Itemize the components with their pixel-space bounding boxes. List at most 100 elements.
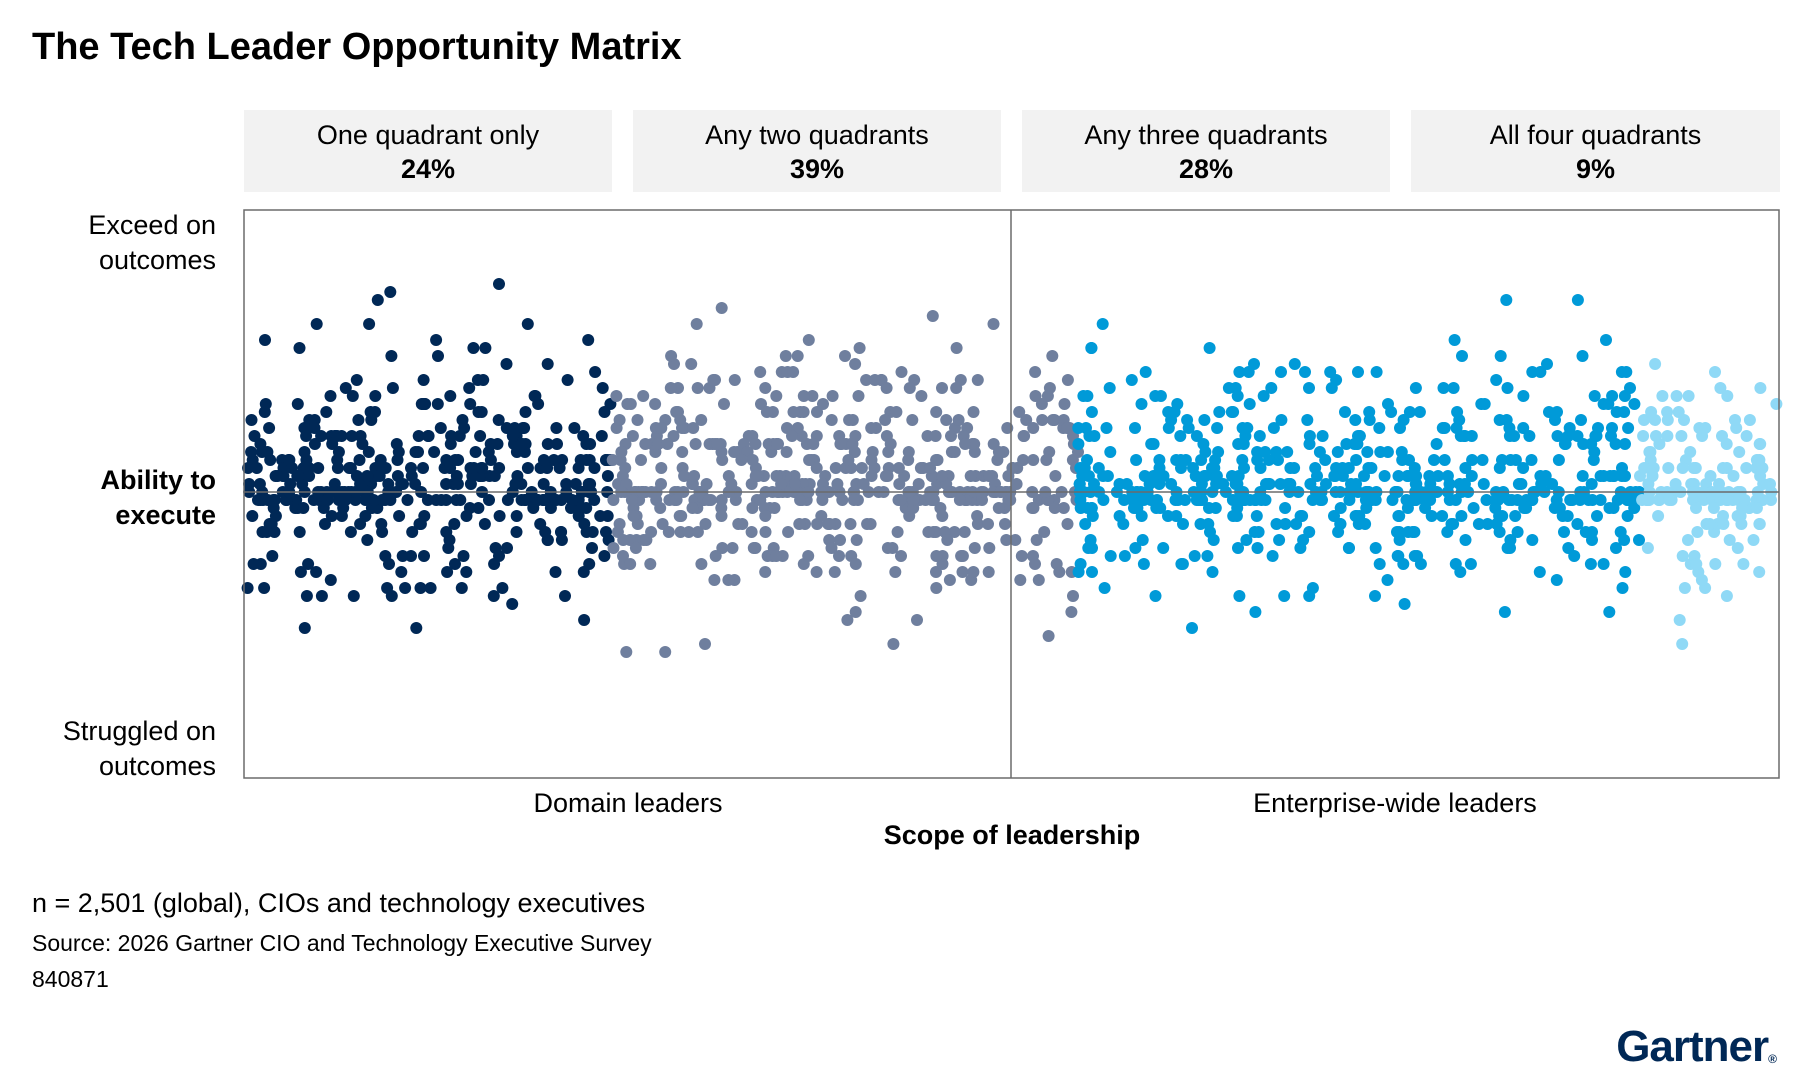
- scatter-dot: [310, 318, 323, 330]
- scatter-dot: [695, 558, 708, 570]
- scatter-dot: [1328, 510, 1340, 522]
- quadrant-box-label: One quadrant only: [316, 120, 540, 150]
- scatter-dot: [1704, 470, 1717, 482]
- scatter-dot: [787, 406, 800, 418]
- scatter-dot: [1232, 542, 1244, 554]
- scatter-dot: [1049, 470, 1062, 482]
- scatter-dot: [474, 430, 487, 442]
- scatter-dot: [515, 494, 528, 506]
- scatter-dot: [1641, 542, 1654, 554]
- scatter-dot: [1753, 518, 1766, 530]
- scatter-dot: [674, 414, 687, 426]
- scatter-dot: [258, 582, 271, 594]
- scatter-dot: [746, 502, 759, 514]
- scatter-dot: [1050, 558, 1063, 570]
- scatter-dot: [1147, 438, 1160, 450]
- scatter-dot: [1721, 390, 1734, 402]
- scatter-dot: [440, 478, 453, 490]
- scatter-dot: [816, 494, 829, 506]
- scatter-dot: [1020, 414, 1033, 426]
- scatter-dot: [987, 318, 1000, 330]
- scatter-dot: [967, 566, 980, 578]
- scatter-dot: [1303, 590, 1316, 602]
- scatter-dot: [1564, 494, 1577, 506]
- scatter-dot: [1447, 382, 1460, 394]
- scatter-dot: [1428, 454, 1440, 466]
- scatter-dot: [1270, 518, 1283, 530]
- scatter-dot: [673, 510, 686, 522]
- scatter-dot: [691, 526, 704, 538]
- scatter-dot: [248, 430, 261, 442]
- scatter-dot: [930, 582, 943, 594]
- scatter-dot: [1361, 446, 1374, 458]
- scatter-dot: [1394, 422, 1406, 434]
- scatter-dot: [1638, 414, 1650, 426]
- scatter-dot: [547, 454, 560, 466]
- scatter-dot: [831, 478, 844, 490]
- scatter-dot: [1619, 566, 1632, 578]
- scatter-dot: [320, 406, 333, 418]
- scatter-dot: [1274, 478, 1287, 490]
- quadrant-box-value: 39%: [789, 154, 845, 184]
- scatter-dot: [483, 494, 495, 506]
- scatter-dot: [354, 518, 367, 530]
- scatter-dot: [1004, 494, 1017, 506]
- scatter-dot: [890, 406, 903, 418]
- scatter-dot: [529, 390, 542, 402]
- scatter-dot: [580, 526, 593, 538]
- scatter-dot: [410, 622, 423, 634]
- scatter-dot: [715, 302, 728, 314]
- scatter-dot: [1081, 390, 1094, 402]
- scatter-dot: [292, 470, 305, 482]
- scatter-dot: [716, 542, 729, 554]
- scatter-dot: [1278, 590, 1291, 602]
- scatter-dot: [463, 382, 476, 394]
- scatter-dot: [417, 374, 430, 386]
- scatter-dot: [384, 286, 397, 298]
- scatter-dot: [1591, 510, 1603, 522]
- scatter-dot: [493, 278, 505, 290]
- scatter-dot: [1233, 366, 1246, 378]
- scatter-dot: [1500, 294, 1513, 306]
- scatter-dot: [444, 438, 457, 450]
- scatter-dot: [422, 430, 435, 442]
- scatter-dot: [891, 526, 904, 538]
- scatter-dot: [607, 542, 620, 554]
- y-label-bottom: Struggled on outcomes: [63, 714, 216, 784]
- page-title: The Tech Leader Opportunity Matrix: [32, 26, 682, 68]
- scatter-dot: [1076, 470, 1089, 482]
- scatter-dot: [1604, 470, 1617, 482]
- scatter-dot: [892, 462, 905, 474]
- scatter-dot: [1633, 534, 1645, 546]
- scatter-dot: [475, 406, 488, 418]
- scatter-dot: [399, 582, 412, 594]
- scatter-dot: [865, 470, 878, 482]
- scatter-dot: [915, 390, 928, 402]
- scatter-dot: [1526, 534, 1539, 546]
- scatter-dot: [1533, 566, 1546, 578]
- scatter-dot: [444, 462, 457, 474]
- scatter-dot: [1731, 542, 1744, 554]
- scatter-dot: [810, 566, 823, 578]
- scatter-dot: [1279, 502, 1292, 514]
- scatter-dot: [715, 494, 728, 506]
- scatter-dot: [551, 438, 563, 450]
- scatter-dot: [625, 494, 638, 506]
- scatter-dot: [964, 470, 977, 482]
- scatter-dot: [1534, 366, 1547, 378]
- scatter-dot: [815, 510, 828, 522]
- scatter-dot: [430, 334, 443, 346]
- scatter-dot: [922, 526, 935, 538]
- registered-mark: ®: [1768, 1052, 1777, 1066]
- scatter-dot: [940, 414, 953, 426]
- scatter-dot: [687, 422, 700, 434]
- scatter-dot: [768, 502, 781, 514]
- scatter-dot: [315, 430, 328, 442]
- scatter-dot: [1392, 510, 1405, 522]
- scatter-dot: [321, 494, 334, 506]
- scatter-dot: [1213, 406, 1226, 418]
- scatter-dot: [326, 438, 339, 450]
- scatter-dot: [968, 438, 981, 450]
- scatter-dot: [1136, 534, 1149, 546]
- scatter-dot: [511, 470, 524, 482]
